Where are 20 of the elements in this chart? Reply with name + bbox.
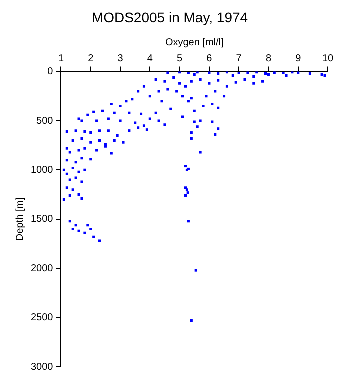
x-tick-label: 5 bbox=[177, 54, 184, 65]
x-tick-label: 2 bbox=[88, 54, 94, 65]
x-tick-label: 9 bbox=[296, 54, 302, 65]
x-tick-label: 3 bbox=[118, 54, 124, 65]
y-tick-label: 500 bbox=[36, 116, 54, 127]
y-tick-label: 2500 bbox=[30, 312, 54, 324]
x-tick-label: 8 bbox=[266, 54, 272, 65]
y-tick-label: 1500 bbox=[30, 214, 54, 226]
x-tick-label: 4 bbox=[147, 54, 154, 65]
x-tick-label: 6 bbox=[206, 54, 213, 65]
x-tick-label: 10 bbox=[322, 54, 334, 65]
x-axis-title: Oxygen [ml/l] bbox=[165, 38, 224, 49]
y-tick-label: 0 bbox=[48, 66, 54, 78]
chart-title: MODS2005 in May, 1974 bbox=[92, 9, 248, 26]
x-tick-label: 7 bbox=[236, 54, 242, 65]
y-tick-label: 1000 bbox=[30, 164, 54, 176]
y-tick-label: 3000 bbox=[30, 362, 54, 373]
y-tick-label: 2000 bbox=[30, 263, 54, 274]
x-tick-label: 1 bbox=[58, 54, 64, 65]
y-axis-title: Depth [m] bbox=[14, 198, 26, 242]
